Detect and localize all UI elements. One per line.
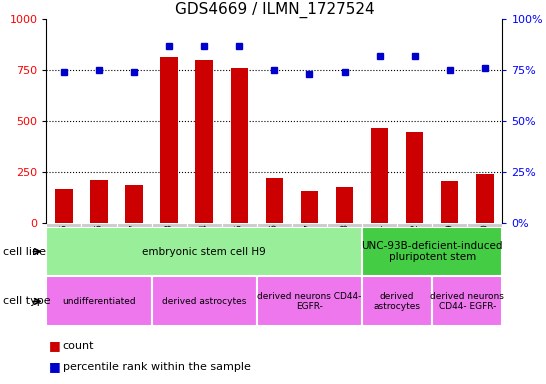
Bar (327, 223, 362, 227)
Text: cell type: cell type (3, 296, 50, 306)
Bar (301, 191, 318, 223)
Text: GSM997571: GSM997571 (375, 223, 384, 274)
Text: embryonic stem cell H9: embryonic stem cell H9 (143, 247, 266, 257)
Bar (362, 227, 502, 276)
Bar (476, 174, 494, 223)
Bar (336, 187, 353, 223)
Text: ■: ■ (49, 339, 61, 352)
Bar (81, 223, 116, 227)
Bar (222, 223, 257, 227)
Bar (55, 189, 73, 223)
Text: GSM997569: GSM997569 (445, 223, 454, 274)
Bar (441, 181, 459, 223)
Bar (46, 223, 81, 227)
Text: percentile rank within the sample: percentile rank within the sample (63, 362, 251, 372)
Bar (406, 132, 423, 223)
Text: ■: ■ (49, 360, 61, 373)
Bar (265, 178, 283, 223)
Text: GSM997556: GSM997556 (94, 223, 104, 274)
Bar (257, 276, 362, 326)
Bar (90, 180, 108, 223)
Bar (397, 223, 432, 227)
Title: GDS4669 / ILMN_1727524: GDS4669 / ILMN_1727524 (175, 2, 374, 18)
Bar (152, 223, 187, 227)
Bar (362, 276, 432, 326)
Bar (161, 57, 178, 223)
Bar (126, 185, 143, 223)
Text: count: count (63, 341, 94, 351)
Bar (257, 223, 292, 227)
Bar (432, 276, 502, 326)
Bar (432, 223, 467, 227)
Text: GSM997570: GSM997570 (480, 223, 489, 274)
Text: GSM997566: GSM997566 (270, 223, 279, 274)
Text: derived
astrocytes: derived astrocytes (373, 292, 420, 311)
Bar (230, 68, 248, 223)
Text: GSM997565: GSM997565 (235, 223, 244, 274)
Bar (116, 223, 152, 227)
Text: derived astrocytes: derived astrocytes (162, 297, 246, 306)
Text: GSM997563: GSM997563 (165, 223, 174, 274)
Bar (467, 223, 502, 227)
Bar (46, 276, 152, 326)
Bar (46, 227, 362, 276)
Text: GSM997568: GSM997568 (340, 223, 349, 274)
Text: UNC-93B-deficient-induced
pluripotent stem: UNC-93B-deficient-induced pluripotent st… (361, 241, 503, 262)
Text: derived neurons
CD44- EGFR-: derived neurons CD44- EGFR- (430, 292, 504, 311)
Bar (152, 276, 257, 326)
Bar (362, 223, 397, 227)
Text: GSM997564: GSM997564 (200, 223, 209, 274)
Text: GSM997572: GSM997572 (410, 223, 419, 274)
Bar (195, 60, 213, 223)
Text: GSM997567: GSM997567 (305, 223, 314, 274)
Text: derived neurons CD44-
EGFR-: derived neurons CD44- EGFR- (257, 292, 361, 311)
Bar (371, 128, 388, 223)
Bar (187, 223, 222, 227)
Text: undifferentiated: undifferentiated (62, 297, 136, 306)
Bar (292, 223, 327, 227)
Text: GSM997555: GSM997555 (60, 223, 68, 273)
Text: GSM997557: GSM997557 (129, 223, 139, 274)
Text: cell line: cell line (3, 247, 46, 257)
